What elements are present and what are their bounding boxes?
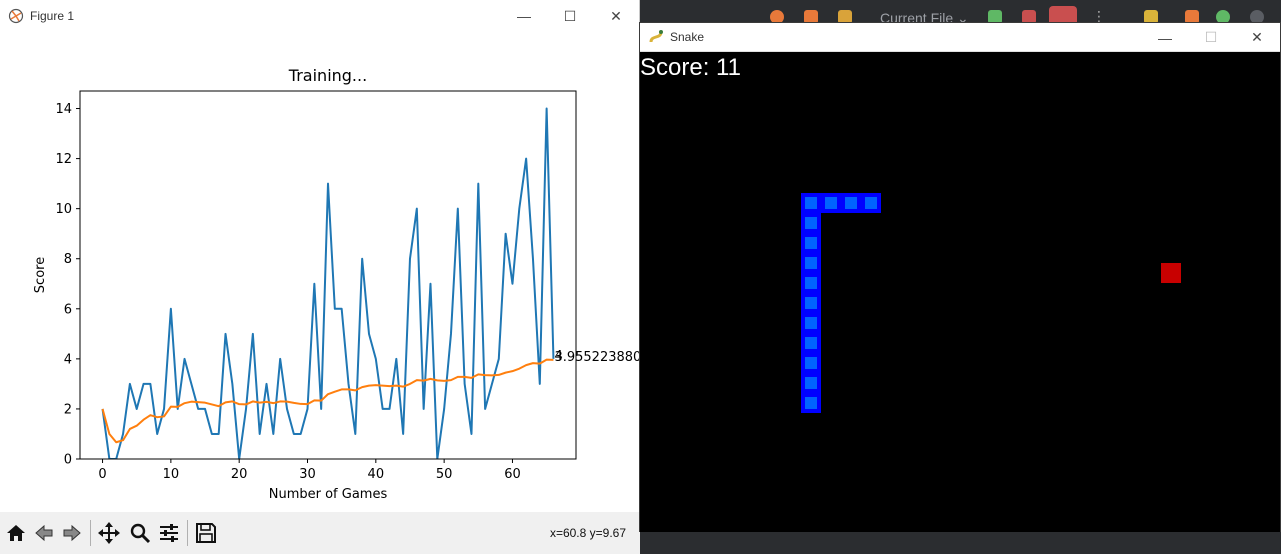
y-tick-label: 0 (64, 453, 72, 468)
debug-icon[interactable] (1022, 10, 1036, 24)
figure-titlebar[interactable]: Figure 1 — ☐ ✕ (0, 0, 639, 32)
save-icon[interactable] (194, 521, 218, 545)
snake-segment (801, 373, 821, 393)
axes-frame (79, 90, 577, 460)
rerun-icon[interactable] (770, 10, 784, 24)
figure-window: Figure 1 — ☐ ✕ 0 10 20 30 40 50 60 0 2 4 6 8 10 12 14 T… (0, 0, 640, 554)
back-icon[interactable] (32, 521, 56, 545)
snake-segment (801, 213, 821, 233)
x-tick-label: 0 (98, 467, 106, 482)
debug-build-icon[interactable] (838, 10, 852, 24)
snake-segment (801, 233, 821, 253)
snake-segment (801, 313, 821, 333)
x-tick-label: 10 (163, 467, 180, 482)
snake-window: Snake — ☐ ✕ Score: 11 (639, 22, 1281, 532)
y-tick-label: 12 (55, 152, 72, 167)
minimize-button[interactable]: — (1158, 29, 1172, 46)
y-tick-label: 14 (55, 102, 72, 117)
y-axis-label: Score (33, 257, 48, 293)
x-tick-label: 30 (299, 467, 316, 482)
toolbar-divider (187, 520, 188, 546)
snake-title: Snake (670, 30, 705, 44)
chart-title: Training... (288, 66, 367, 85)
x-tick-label: 20 (231, 467, 248, 482)
zoom-icon[interactable] (128, 521, 152, 545)
game-canvas[interactable]: Score: 11 (640, 52, 1280, 532)
atom-icon[interactable] (1216, 10, 1230, 24)
figure-title: Figure 1 (30, 9, 75, 23)
snake-titlebar[interactable]: Snake — ☐ ✕ (640, 23, 1280, 52)
users-icon[interactable] (1144, 10, 1158, 24)
maximize-button[interactable]: ☐ (563, 7, 577, 24)
snake-segment (801, 253, 821, 273)
score-text: Score: 11 (640, 54, 741, 81)
y-tick-label: 10 (55, 202, 72, 217)
close-button[interactable]: ✕ (610, 7, 622, 24)
avatar-icon[interactable] (1250, 10, 1264, 24)
build-icon[interactable] (804, 10, 818, 24)
matplotlib-figure-icon (8, 8, 24, 24)
x-tick-label: 40 (368, 467, 385, 482)
snake-segment (801, 393, 821, 413)
snake-segment (801, 353, 821, 373)
data-annotation: 3.955223880 (554, 350, 640, 365)
run-icon[interactable] (988, 10, 1002, 24)
minimize-button[interactable]: — (517, 8, 531, 24)
y-tick-label: 6 (64, 302, 72, 317)
pygame-snake-icon (648, 29, 664, 45)
forward-icon[interactable] (60, 521, 84, 545)
y-tick-label: 2 (64, 402, 72, 417)
tools-icon[interactable] (1185, 10, 1199, 24)
close-button[interactable]: ✕ (1251, 29, 1263, 45)
pan-icon[interactable] (97, 521, 121, 545)
y-tick-label: 8 (64, 252, 72, 267)
series-line-1 (101, 107, 555, 459)
training-chart[interactable]: 0 10 20 30 40 50 60 0 2 4 6 8 10 12 14 Training... Numbe… (0, 32, 640, 512)
cursor-coordinates: x=60.8 y=9.67 (549, 526, 626, 540)
x-tick-label: 50 (436, 467, 453, 482)
figure-toolbar: x=60.8 y=9.67 (0, 512, 640, 554)
maximize-button: ☐ (1204, 29, 1218, 45)
configure-subplots-icon[interactable] (157, 521, 181, 545)
ide-statusbar-background (640, 532, 1281, 554)
data-annotation: 4 (554, 349, 562, 364)
snake-segment (821, 193, 841, 213)
toolbar-divider (90, 520, 91, 546)
series-line-2 (101, 358, 554, 444)
x-tick-label: 60 (504, 467, 521, 482)
snake-segment (841, 193, 861, 213)
snake-segment (801, 293, 821, 313)
x-axis-label: Number of Games (269, 487, 388, 502)
home-icon[interactable] (4, 521, 28, 545)
food-pellet (1161, 263, 1181, 283)
snake-segment (801, 333, 821, 353)
snake-segment (801, 193, 821, 213)
y-tick-label: 4 (64, 352, 72, 367)
more-actions-icon[interactable]: ⋮ (1092, 9, 1106, 25)
snake-head (861, 193, 881, 213)
snake-segment (801, 273, 821, 293)
